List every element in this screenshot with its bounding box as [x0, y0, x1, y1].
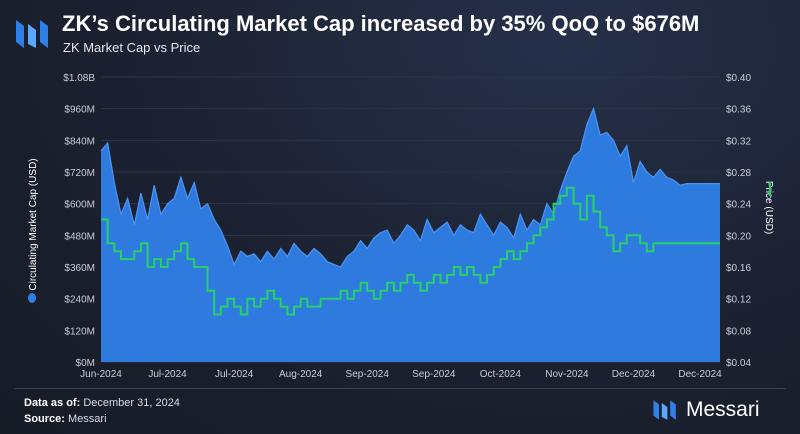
x-tick-label: Aug-2024 — [279, 369, 323, 380]
y-left-tick-label: $480M — [64, 231, 95, 242]
source-value: Messari — [68, 413, 107, 425]
y-left-tick-label: $600M — [64, 200, 95, 211]
legend-market-cap-marker — [28, 293, 36, 303]
footer-data-as-of: Data as of: December 31, 2024 — [24, 397, 180, 409]
x-tick-label: Nov-2024 — [545, 369, 589, 380]
x-tick-label: Jun-2024 — [80, 369, 122, 380]
y-right-tick-label: $0.16 — [726, 263, 751, 274]
footer-divider — [14, 388, 786, 389]
y-right-tick-label: $0.12 — [726, 295, 751, 306]
x-tick-label: Oct-2024 — [480, 369, 522, 380]
y-left-tick-label: $960M — [64, 105, 95, 116]
y-right-tick-label: $0.08 — [726, 326, 751, 337]
x-tick-label: Sep-2024 — [412, 369, 456, 380]
y-left-tick-label: $1.08B — [63, 73, 95, 84]
y-left-axis-label-group: Circulating Market Cap (USD) — [28, 158, 39, 290]
y-right-tick-label: $0.24 — [726, 200, 751, 211]
x-tick-label: Dec-2024 — [678, 369, 722, 380]
y-right-axis-label: Price (USD) — [763, 181, 774, 234]
y-right-axis-label-group: Price (USD) — [763, 181, 774, 234]
brand-logo-icon — [653, 400, 676, 420]
data-as-of-label: Data as of: — [24, 397, 81, 409]
y-left-tick-label: $240M — [64, 295, 95, 306]
market-cap-line — [100, 106, 720, 268]
footer-source: Source: Messari — [24, 413, 107, 425]
y-right-tick-label: $0.20 — [726, 231, 751, 242]
y-left-tick-label: $840M — [64, 136, 95, 147]
x-tick-label: Dec-2024 — [612, 369, 656, 380]
y-right-tick-label: $0.32 — [726, 136, 751, 147]
chart-title: ZK’s Circulating Market Cap increased by… — [62, 11, 700, 36]
x-tick-label: Sep-2024 — [346, 369, 390, 380]
y-right-tick-label: $0.28 — [726, 168, 751, 179]
x-tick-label: Jul-2024 — [215, 369, 254, 380]
y-right-tick-label: $0.04 — [726, 358, 751, 369]
y-left-tick-label: $0M — [76, 358, 95, 369]
source-label: Source: — [24, 413, 65, 425]
price-line — [101, 186, 720, 316]
brand: Messari — [652, 396, 760, 424]
y-right-tick-label: $0.40 — [726, 73, 751, 84]
chart-subtitle: ZK Market Cap vs Price — [63, 40, 201, 55]
y-right-tick-label: $0.36 — [726, 105, 751, 116]
data-as-of-value: December 31, 2024 — [83, 397, 180, 409]
y-left-axis-label: Circulating Market Cap (USD) — [28, 158, 39, 290]
market-cap-area — [101, 108, 720, 362]
x-tick-label: Jul-2024 — [148, 369, 187, 380]
messari-logo-icon — [16, 20, 48, 48]
y-left-tick-label: $720M — [64, 168, 95, 179]
y-left-tick-label: $360M — [64, 263, 95, 274]
y-left-tick-label: $120M — [64, 326, 95, 337]
brand-name: Messari — [686, 398, 760, 421]
